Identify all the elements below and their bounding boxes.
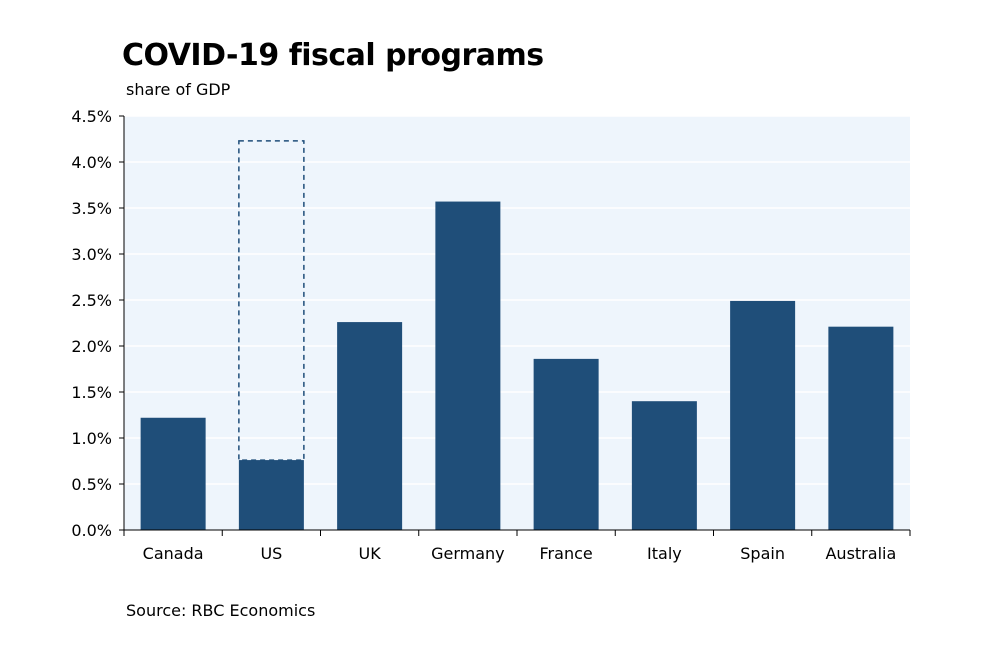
- y-tick-label: 0.0%: [71, 521, 112, 540]
- bar-canada: [140, 417, 206, 530]
- bar-germany: [435, 201, 501, 530]
- y-tick-label: 0.5%: [71, 475, 112, 494]
- x-tick-label: Germany: [431, 544, 505, 563]
- y-tick-label: 1.5%: [71, 383, 112, 402]
- bar-uk: [337, 322, 403, 530]
- bar-australia: [828, 326, 894, 530]
- x-tick-label: Canada: [143, 544, 204, 563]
- source-note: Source: RBC Economics: [126, 601, 316, 620]
- chart-title: COVID-19 fiscal programs: [122, 38, 544, 73]
- y-tick-label: 2.0%: [71, 337, 112, 356]
- bar-us: [238, 460, 304, 530]
- bars: [140, 140, 894, 530]
- chart-subtitle: share of GDP: [126, 80, 231, 99]
- y-tick-label: 4.0%: [71, 153, 112, 172]
- x-tick-label: France: [540, 544, 593, 563]
- y-tick-label: 4.5%: [71, 107, 112, 126]
- y-tick-label: 3.0%: [71, 245, 112, 264]
- y-tick-label: 2.5%: [71, 291, 112, 310]
- x-tick-label: Italy: [647, 544, 682, 563]
- gridlines: [124, 115, 910, 485]
- y-axis-ticks: 0.0% 0.5% 1.0% 1.5% 2.0% 2.5% 3.0% 3.5% 4.0% 4.5%: [71, 107, 124, 540]
- y-tick-label: 1.0%: [71, 429, 112, 448]
- bar-spain: [730, 300, 796, 530]
- y-tick-label: 3.5%: [71, 199, 112, 218]
- bar-italy: [631, 401, 697, 530]
- x-tick-label: UK: [359, 544, 382, 563]
- bar-france: [533, 358, 599, 530]
- x-tick-label: US: [260, 544, 282, 563]
- dashed-outline-us: [238, 140, 305, 461]
- x-axis-ticks: Canada US UK Germany France Italy Spain Austral…: [123, 530, 911, 563]
- x-tick-label: Spain: [740, 544, 785, 563]
- x-tick-label: Australia: [825, 544, 896, 563]
